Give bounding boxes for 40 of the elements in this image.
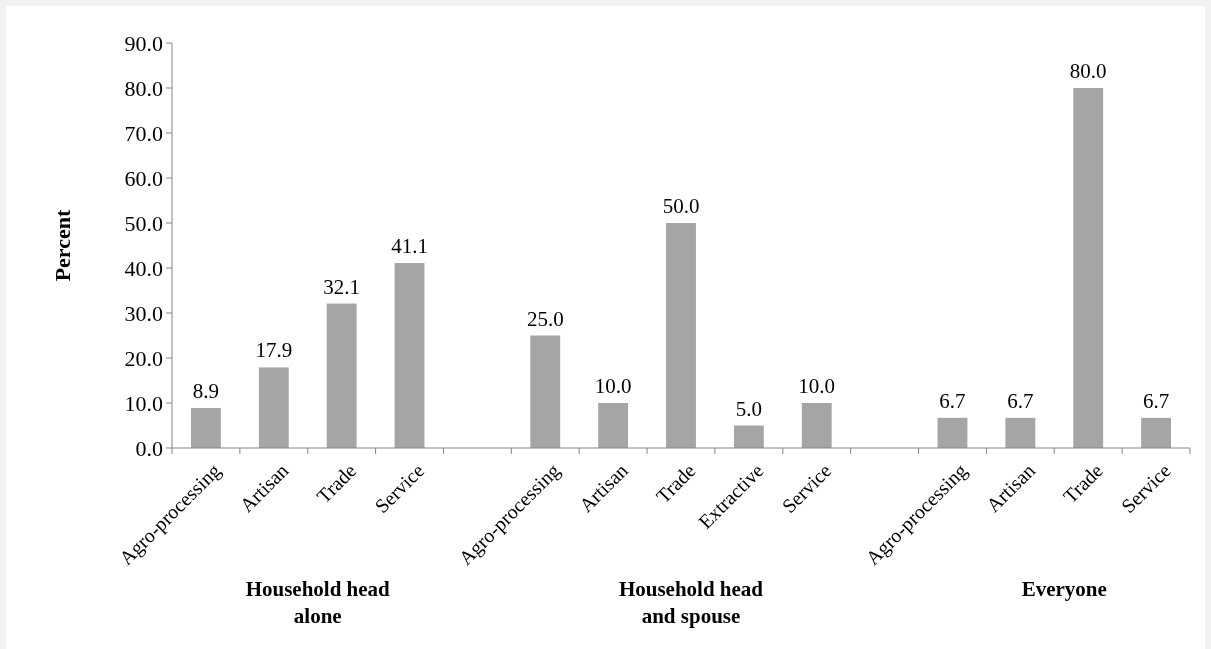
bar — [1005, 417, 1036, 448]
y-tick-label: 90.0 — [124, 30, 163, 56]
y-tick-label: 10.0 — [124, 390, 163, 416]
data-label: 25.0 — [526, 306, 564, 331]
y-tick-label: 70.0 — [124, 120, 163, 146]
y-tick-label: 80.0 — [124, 75, 163, 101]
bar — [326, 303, 357, 448]
bar — [937, 417, 968, 448]
bar — [801, 403, 832, 448]
y-tick-label: 60.0 — [124, 165, 163, 191]
data-label: 10.0 — [798, 374, 836, 398]
bar — [1073, 88, 1104, 448]
bar — [530, 335, 561, 448]
bar — [258, 367, 289, 448]
data-label: 8.9 — [192, 378, 220, 403]
data-label: 5.0 — [735, 396, 762, 421]
data-label: 6.7 — [939, 388, 966, 413]
data-label: 80.0 — [1069, 59, 1107, 83]
bar — [666, 223, 696, 448]
data-label: 17.9 — [255, 338, 293, 363]
y-tick-label: 50.0 — [124, 210, 163, 236]
text: Household head alone — [245, 577, 391, 628]
data-label: 50.0 — [662, 194, 700, 218]
y-axis-title: Percent — [50, 209, 75, 282]
data-label: 10.0 — [594, 374, 632, 398]
y-tick-label: 40.0 — [124, 255, 163, 281]
y-tick-label: 30.0 — [124, 300, 163, 326]
y-tick-label: 20.0 — [124, 345, 163, 371]
data-label: 6.7 — [1142, 388, 1170, 413]
bar — [598, 403, 629, 448]
text: Everyone — [1021, 577, 1107, 601]
data-label: 6.7 — [1007, 388, 1034, 413]
data-label: 32.1 — [323, 274, 361, 299]
data-label: 41.1 — [391, 234, 428, 259]
bar — [1141, 417, 1171, 448]
bar — [394, 263, 425, 448]
y-tick-label: 0.0 — [135, 435, 163, 461]
bar — [733, 425, 764, 448]
bar — [191, 407, 221, 448]
text: Household head and spouse — [618, 577, 764, 628]
